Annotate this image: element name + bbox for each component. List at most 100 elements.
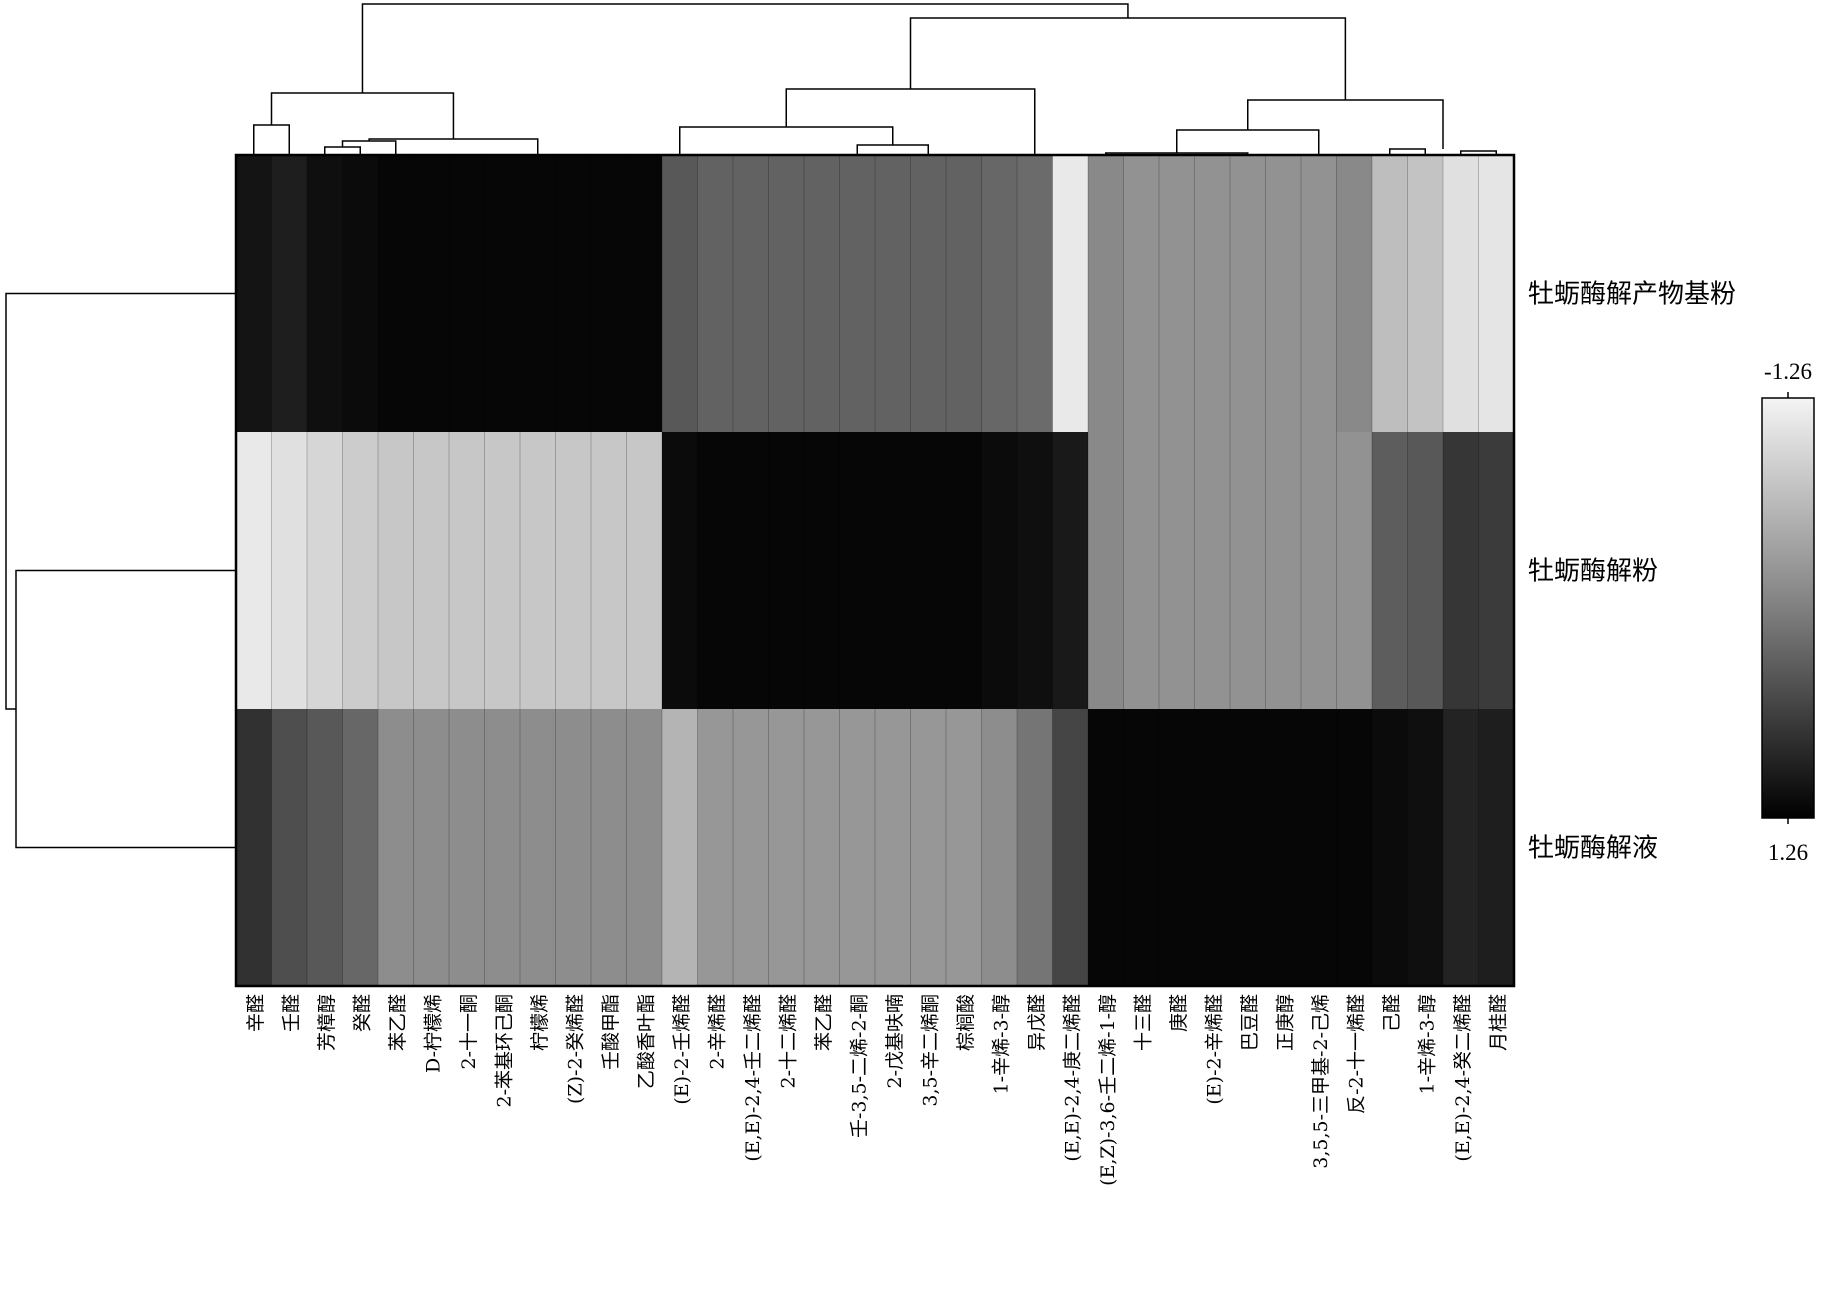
column-label: (E)-2-壬烯醛 xyxy=(671,994,693,1105)
heatmap-cell xyxy=(981,709,1018,987)
column-label: 己醛 xyxy=(1381,994,1403,1032)
heatmap-cell xyxy=(1265,432,1302,710)
column-label: (E)-2-辛烯醛 xyxy=(1203,994,1225,1105)
heatmap-cell xyxy=(1407,709,1444,987)
column-label: 2-戊基呋喃 xyxy=(884,994,906,1089)
heatmap-cell xyxy=(1443,709,1480,987)
heatmap-cell xyxy=(378,432,415,710)
heatmap-cell xyxy=(484,155,521,433)
column-dendrogram-link xyxy=(856,144,929,155)
row-dendrogram xyxy=(5,292,236,849)
heatmap-cell xyxy=(555,155,592,433)
heatmap-cell xyxy=(1017,155,1054,433)
heatmap-cell xyxy=(1194,432,1231,710)
heatmap-cell xyxy=(910,432,947,710)
heatmap-cell xyxy=(520,432,557,710)
heatmap-cell xyxy=(378,709,415,987)
heatmap-cell xyxy=(839,432,876,710)
column-label: 苯乙醛 xyxy=(813,994,835,1051)
column-label: 壬-3,5-二烯-2-酮 xyxy=(848,994,870,1138)
column-label: 壬酸甲酯 xyxy=(600,994,622,1070)
colorbar-gradient xyxy=(1761,397,1815,819)
heatmap-cell xyxy=(1052,432,1089,710)
colorbar-min-label: 1.26 xyxy=(1768,840,1808,865)
heatmap-cell xyxy=(555,709,592,987)
heatmap-cell xyxy=(1088,709,1125,987)
heatmap-cell xyxy=(413,155,450,433)
column-label: 芳樟醇 xyxy=(316,994,338,1051)
column-label: 庚醛 xyxy=(1168,994,1190,1032)
heatmap-cell xyxy=(804,155,841,433)
heatmap-cell xyxy=(1194,155,1231,433)
heatmap-cell xyxy=(449,709,486,987)
heatmap-cell xyxy=(1159,155,1196,433)
column-label: 十三醛 xyxy=(1132,994,1154,1051)
column-label: 棕榈酸 xyxy=(955,994,977,1051)
heatmap-cells xyxy=(236,155,1515,987)
heatmap-cell xyxy=(1230,155,1267,433)
heatmap-cell xyxy=(307,432,344,710)
heatmap-cell xyxy=(1265,155,1302,433)
heatmap-cell xyxy=(271,155,308,433)
heatmap-cell xyxy=(1372,709,1409,987)
heatmap-cell xyxy=(1123,709,1160,987)
heatmap-cell xyxy=(413,709,450,987)
heatmap-cell xyxy=(1052,155,1089,433)
heatmap-cell xyxy=(910,155,947,433)
heatmap-cell xyxy=(413,432,450,710)
heatmap-cell xyxy=(342,155,379,433)
heatmap-cell xyxy=(697,709,734,987)
heatmap-cell xyxy=(1123,155,1160,433)
heatmap-cell xyxy=(1407,155,1444,433)
heatmap-cell xyxy=(520,709,557,987)
heatmap-frame xyxy=(234,153,1516,988)
column-label: 2-十二烯醛 xyxy=(777,994,799,1089)
column-label: 反-2-十一烯醛 xyxy=(1345,994,1367,1114)
row-label: 牡蛎酶解液 xyxy=(1528,834,1658,864)
heatmap-cell xyxy=(1372,155,1409,433)
heatmap-cell xyxy=(307,155,344,433)
heatmap-cell xyxy=(1230,432,1267,710)
column-dendrogram-link xyxy=(1389,148,1426,155)
heatmap-cell xyxy=(307,709,344,987)
column-label: (E,E)-2,4-庚二烯醛 xyxy=(1061,994,1083,1162)
row-dendrogram-link xyxy=(5,292,236,710)
heatmap-cell xyxy=(981,432,1018,710)
heatmap-cell xyxy=(1301,155,1338,433)
column-label: 苯乙醛 xyxy=(387,994,409,1051)
heatmap-cell xyxy=(342,432,379,710)
column-label: D-柠檬烯 xyxy=(422,994,444,1073)
colorbar: -1.26 1.26 xyxy=(1761,359,1815,865)
heatmap-cell xyxy=(875,432,912,710)
heatmap-cell xyxy=(1123,432,1160,710)
heatmap-cell xyxy=(1017,432,1054,710)
heatmap-cell xyxy=(378,155,415,433)
heatmap-cell xyxy=(1088,432,1125,710)
heatmap-cell xyxy=(662,155,699,433)
row-dendrogram-link xyxy=(15,569,236,849)
heatmap-cell xyxy=(1301,432,1338,710)
heatmap-cell xyxy=(875,709,912,987)
heatmap-cell xyxy=(236,155,273,433)
heatmap-cell xyxy=(1017,709,1054,987)
column-label: 2-辛烯醛 xyxy=(706,994,728,1070)
heatmap-cell xyxy=(1336,155,1373,433)
column-label: 柠檬烯 xyxy=(529,994,551,1051)
heatmap-cell xyxy=(236,709,273,987)
column-label: 辛醛 xyxy=(245,994,267,1032)
heatmap-cell xyxy=(697,155,734,433)
heatmap-cell xyxy=(591,709,628,987)
heatmap-cell xyxy=(484,432,521,710)
heatmap-cell xyxy=(484,709,521,987)
column-dendrogram-link xyxy=(361,3,1129,93)
column-label: 癸醛 xyxy=(351,994,373,1032)
column-label: 2-苯基环己酮 xyxy=(493,994,515,1108)
heatmap-cell xyxy=(271,709,308,987)
colorbar-max-label: -1.26 xyxy=(1764,359,1812,384)
heatmap-cell xyxy=(626,709,663,987)
heatmap-cell xyxy=(662,432,699,710)
column-labels: 辛醛 壬醛 芳樟醇 癸醛 苯乙醛 D-柠檬烯 2-十一酮 2-苯基环己酮 柠檬烯 (Z)-2-癸烯… xyxy=(245,994,1510,1186)
heatmap-cell xyxy=(1478,432,1515,710)
column-label: (E,E)-2,4-癸二烯醛 xyxy=(1452,994,1474,1162)
